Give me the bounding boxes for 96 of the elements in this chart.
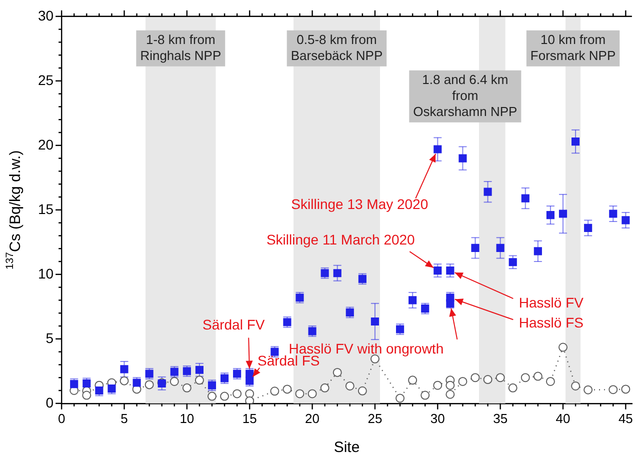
point	[208, 392, 216, 401]
point	[370, 317, 379, 326]
y-tick-label: 15	[38, 200, 54, 217]
point	[546, 211, 555, 220]
band-label: 1-8 km from Ringhals NPP	[140, 32, 222, 63]
point	[621, 384, 630, 394]
y-tick-label: 25	[38, 72, 54, 88]
point	[446, 299, 454, 308]
y-tick-label: 30	[38, 7, 54, 24]
point	[182, 367, 191, 376]
point	[232, 389, 242, 398]
point	[70, 380, 78, 388]
point	[533, 372, 542, 381]
point	[558, 342, 568, 352]
point	[446, 266, 454, 275]
point	[396, 394, 405, 403]
point	[194, 376, 204, 385]
point	[296, 294, 304, 302]
point	[622, 216, 630, 224]
annotation: Särdal FV	[202, 316, 266, 333]
point	[471, 244, 480, 252]
annotation: Skillinge 13 May 2020	[291, 196, 428, 212]
point	[82, 390, 92, 400]
point	[82, 379, 91, 388]
point	[295, 389, 304, 398]
point	[120, 365, 128, 374]
point	[508, 258, 517, 266]
point	[320, 269, 329, 278]
band-label: 0.5-8 km from Barsebäck NPP	[290, 32, 383, 63]
point	[270, 386, 280, 396]
point	[246, 370, 254, 378]
x-axis-title: Site	[334, 439, 360, 456]
point	[508, 383, 518, 392]
point	[609, 210, 618, 218]
point	[484, 188, 492, 196]
point	[320, 383, 330, 392]
point	[283, 318, 292, 326]
x-tick-label: 0	[58, 410, 66, 426]
point	[370, 354, 380, 364]
point	[170, 376, 179, 386]
point	[496, 244, 504, 252]
y-tick-label: 20	[38, 136, 54, 152]
annotation: Hasslö FV	[518, 294, 584, 310]
point	[558, 210, 568, 218]
point	[421, 304, 430, 313]
band-label: 1.8 and 6.4 km from Oskarshamn NPP	[413, 72, 518, 119]
point	[282, 384, 292, 394]
y-tick-label: 10	[38, 265, 54, 282]
point	[483, 375, 492, 384]
point	[470, 373, 480, 382]
annotation: Hasslö FS	[518, 314, 584, 330]
point	[333, 269, 342, 278]
point	[182, 383, 192, 392]
point	[308, 389, 317, 398]
point	[358, 386, 367, 396]
point	[446, 390, 455, 399]
point	[534, 247, 542, 256]
point	[345, 381, 354, 390]
point	[108, 384, 116, 393]
point	[520, 373, 530, 382]
y-tick-label: 5	[46, 330, 54, 346]
point	[195, 366, 204, 374]
point	[144, 380, 154, 390]
point	[346, 308, 354, 316]
point	[546, 376, 555, 386]
x-tick-label: 15	[242, 410, 257, 426]
x-tick-label: 5	[120, 410, 128, 426]
x-tick-label: 40	[556, 410, 570, 426]
point	[246, 376, 254, 385]
point	[420, 390, 430, 400]
y-axis-title: 137Cs (Bq/kg d.w.)	[4, 150, 24, 270]
point	[433, 380, 442, 390]
point	[458, 154, 467, 162]
x-tick-label: 10	[180, 410, 194, 426]
point	[332, 368, 342, 377]
point	[120, 376, 129, 386]
annotation: Skillinge 11 March 2020	[266, 231, 416, 248]
point	[434, 266, 442, 275]
x-tick-label: 30	[430, 410, 445, 426]
point	[458, 376, 468, 386]
point	[496, 373, 505, 382]
band-label: 10 km from Forsmark NPP	[530, 32, 616, 63]
point	[521, 194, 530, 202]
point	[220, 392, 230, 401]
point	[358, 274, 366, 283]
point	[446, 380, 455, 390]
x-tick-label: 45	[618, 410, 633, 426]
point	[434, 145, 442, 154]
x-tick-label: 25	[368, 410, 382, 426]
point	[571, 381, 580, 390]
point	[572, 137, 580, 146]
y-tick-label: 0	[46, 394, 54, 410]
point	[584, 224, 592, 232]
x-tick-label: 35	[493, 410, 508, 426]
x-tick-label: 20	[305, 410, 320, 426]
point	[408, 296, 417, 304]
